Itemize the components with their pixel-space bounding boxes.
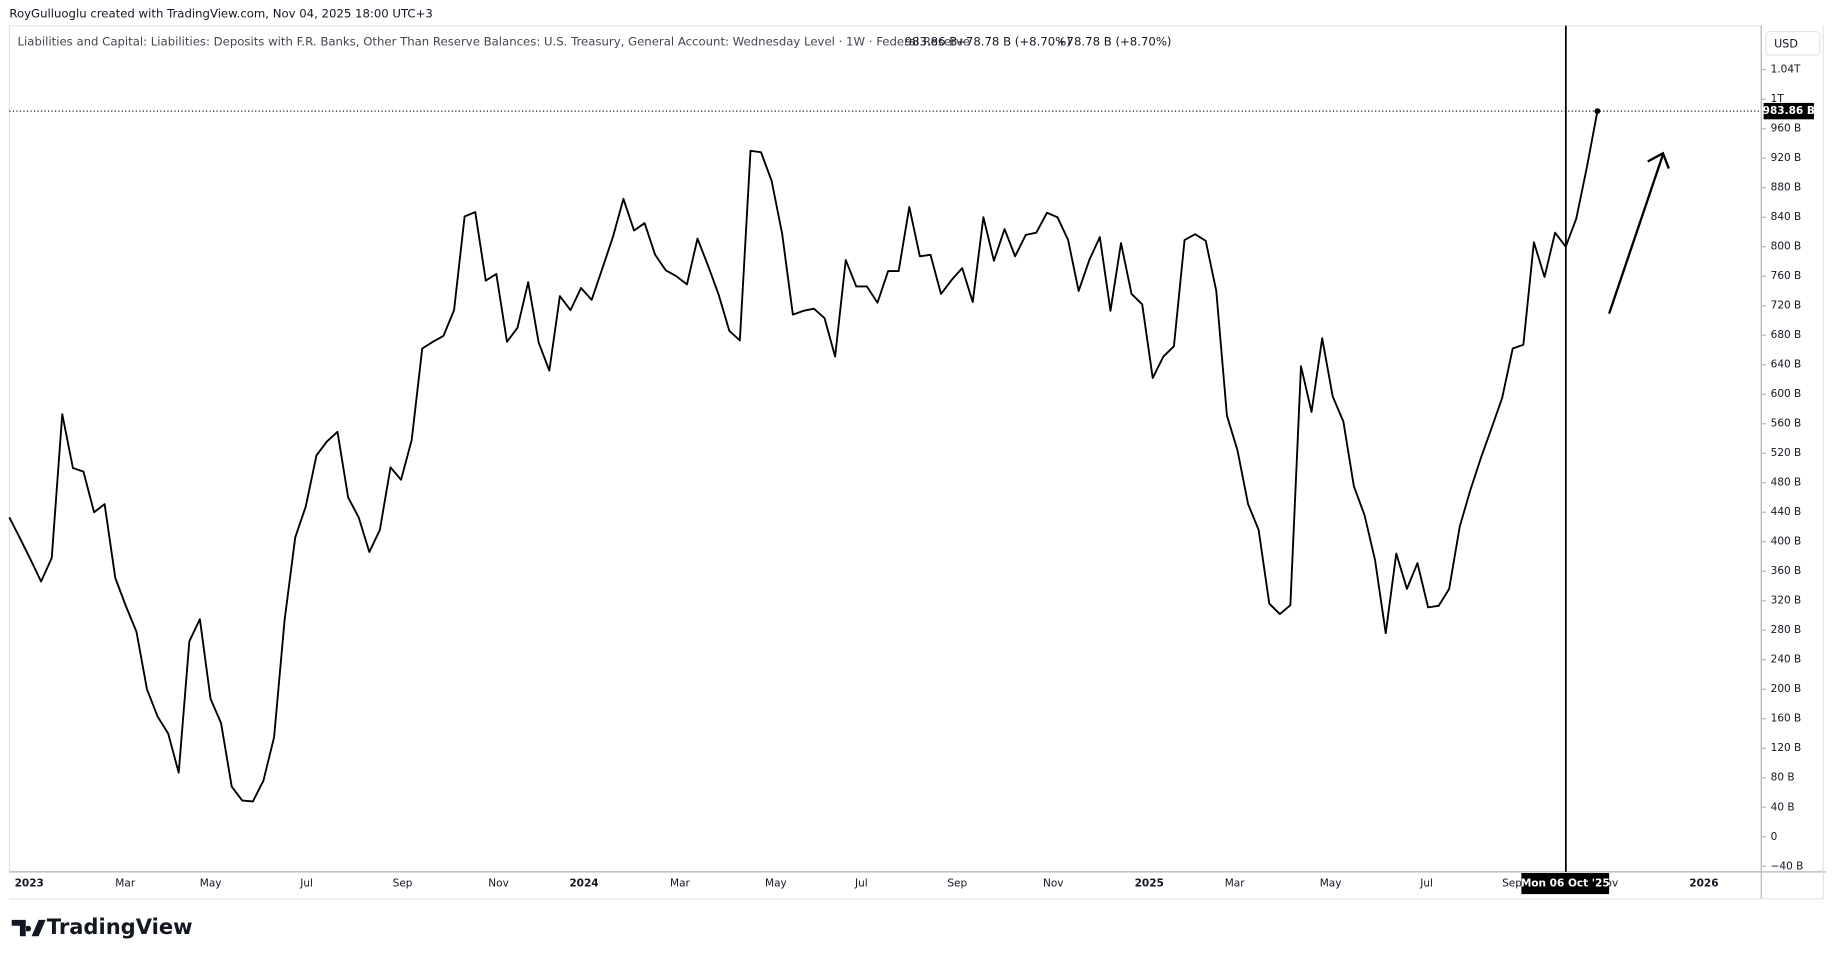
legend-change: +78.78 B (+8.70%) xyxy=(956,35,1071,49)
y-tick-label: 960 B xyxy=(1771,123,1802,135)
y-tick-label: 120 B xyxy=(1771,742,1802,754)
chart-title: Liabilities and Capital: Liabilities: De… xyxy=(18,35,970,49)
y-tick-label: 40 B xyxy=(1771,801,1795,813)
y-tick-label: 400 B xyxy=(1771,536,1802,548)
y-tick-label: 600 B xyxy=(1771,388,1802,400)
price-tag xyxy=(1763,102,1814,120)
y-tick-label: 0 xyxy=(1771,831,1778,843)
y-tick-label: 840 B xyxy=(1771,211,1802,223)
y-tick-label: 560 B xyxy=(1771,418,1802,430)
y-tick-label: 320 B xyxy=(1771,595,1802,607)
y-tick-label: 680 B xyxy=(1771,329,1802,341)
credit: RoyGulluoglu created with TradingView.co… xyxy=(9,7,432,21)
legend-value: 983.86 B xyxy=(905,35,958,49)
y-tick-label: 720 B xyxy=(1771,300,1802,312)
x-tick-label: Sep xyxy=(947,878,967,890)
x-tick-label: 2023 xyxy=(15,878,44,890)
y-tick-label: 240 B xyxy=(1771,654,1802,666)
y-tick-label: 280 B xyxy=(1771,624,1802,636)
x-tick-label: Jul xyxy=(299,878,313,890)
y-tick-label: 800 B xyxy=(1771,241,1802,253)
x-tick-label: Nov xyxy=(1043,878,1064,890)
x-tick-label: Mar xyxy=(1225,878,1246,890)
y-tick-label: 200 B xyxy=(1771,683,1802,695)
y-tick-label: 80 B xyxy=(1771,772,1795,784)
currency-box[interactable] xyxy=(1765,31,1821,56)
y-tick-label: 1T xyxy=(1771,93,1785,105)
currency: USD xyxy=(1774,37,1798,50)
y-tick-label: 640 B xyxy=(1771,359,1802,371)
y-tick-label: 520 B xyxy=(1771,447,1802,459)
x-tick-label: 2024 xyxy=(569,878,598,890)
y-tick-label: 920 B xyxy=(1771,152,1802,164)
y-tick-label: −40 B xyxy=(1771,860,1804,872)
crosshair-label: Mon 06 Oct '25 xyxy=(1521,878,1610,890)
y-tick-label: 1.04T xyxy=(1771,64,1801,76)
y-tick-label: 480 B xyxy=(1771,477,1802,489)
logo[interactable]: TradingView xyxy=(11,914,193,939)
series-line xyxy=(8,110,1599,803)
y-tick-label: 160 B xyxy=(1771,713,1802,725)
x-tick-label: 2026 xyxy=(1689,878,1718,890)
x-tick-label: Mar xyxy=(670,878,691,890)
drawn-arrow xyxy=(1608,151,1670,315)
x-tick-label: Nov xyxy=(488,878,509,890)
crosshair-tag xyxy=(1521,873,1610,895)
x-tick-label: May xyxy=(765,878,787,890)
x-tick-label: May xyxy=(1320,878,1342,890)
y-tick-label: 760 B xyxy=(1771,270,1802,282)
last-point xyxy=(1594,108,1601,115)
x-tick-label: Jul xyxy=(1419,878,1433,890)
y-tick-label: 440 B xyxy=(1771,506,1802,518)
legend-change: +78.78 B (+8.70%) xyxy=(1057,35,1172,49)
x-tick-label: Sep xyxy=(1502,878,1522,890)
x-tick-label: Jul xyxy=(854,878,868,890)
x-tick-label: Sep xyxy=(393,878,413,890)
y-tick-label: 360 B xyxy=(1771,565,1802,577)
price-tag-label: 983.86 B xyxy=(1763,105,1815,117)
x-tick-label: 2025 xyxy=(1135,878,1164,890)
x-tick-label: Mar xyxy=(115,878,136,890)
x-tick-label: May xyxy=(200,878,222,890)
logo-text: TradingView xyxy=(47,914,193,939)
y-tick-label: 880 B xyxy=(1771,182,1802,194)
